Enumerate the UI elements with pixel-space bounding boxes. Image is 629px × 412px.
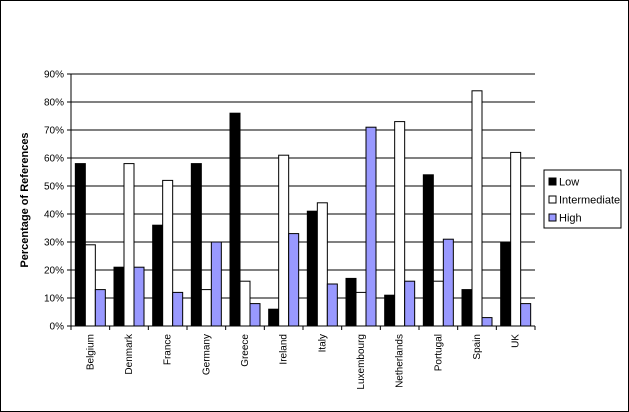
bar-low-belgium [74, 163, 86, 327]
bar-low-spain [461, 289, 473, 327]
bar-high-ireland [288, 233, 300, 327]
bar-high-netherlands [404, 280, 416, 327]
bar-intermediate-belgium [84, 244, 96, 327]
bar-low-ireland [268, 308, 280, 327]
gridlines [71, 73, 535, 299]
bar-low-netherlands [384, 294, 396, 327]
tick-labels: 0% 10% 20% 30% 40% 50% 60% 70% 80% 90% Belgium Denm… [44, 70, 522, 390]
bar-intermediate-germany [200, 289, 212, 327]
y-tick-label: 80% [44, 98, 64, 109]
axes [67, 73, 536, 330]
x-tick-label: Ireland [279, 334, 290, 365]
y-axis-label: Percentage of References [19, 132, 31, 267]
legend-swatch-intermediate [548, 195, 557, 204]
x-tick-label: Spain [472, 334, 483, 360]
bar-low-uk [500, 241, 512, 327]
y-tick-label: 90% [44, 70, 64, 81]
x-tick-label: Greece [240, 334, 251, 367]
x-tick-label: France [163, 334, 174, 366]
legend-label-high: High [559, 213, 582, 225]
bar-intermediate-greece [239, 280, 251, 327]
legend-swatch-low [548, 177, 557, 186]
legend-box [543, 169, 622, 229]
legend: Low Intermediate High [543, 169, 622, 229]
bar-low-france [152, 224, 164, 327]
bar-high-portugal [442, 238, 454, 327]
bar-intermediate-france [162, 179, 174, 327]
legend-label-intermediate: Intermediate [559, 195, 620, 207]
bar-low-luxembourg [345, 277, 357, 327]
x-tick-label: Germany [201, 334, 212, 375]
bar-low-italy [306, 210, 318, 327]
bar-high-germany [210, 241, 222, 327]
bars [74, 90, 532, 327]
x-tick-label: Luxembourg [356, 334, 367, 390]
bar-high-spain [481, 317, 493, 327]
legend-swatch-high [548, 213, 557, 222]
x-tick-label: Netherlands [395, 334, 406, 388]
bar-intermediate-ireland [278, 154, 290, 327]
y-tick-label: 30% [44, 238, 64, 249]
bar-intermediate-spain [471, 90, 483, 327]
y-tick-label: 50% [44, 182, 64, 193]
bar-high-luxembourg [365, 126, 377, 327]
bar-intermediate-denmark [123, 163, 135, 327]
bar-high-belgium [94, 289, 106, 327]
y-tick-label: 70% [44, 126, 64, 137]
bar-high-italy [326, 283, 338, 327]
x-tick-label: Belgium [85, 334, 96, 370]
bar-high-greece [249, 303, 261, 327]
bar-high-denmark [133, 266, 145, 327]
bar-low-germany [190, 163, 202, 327]
legend-label-low: Low [559, 177, 579, 189]
x-tick-label: UK [511, 334, 522, 348]
bar-intermediate-uk [510, 151, 522, 327]
bar-intermediate-portugal [432, 280, 444, 327]
bar-low-portugal [422, 174, 434, 327]
bar-high-uk [520, 303, 532, 327]
y-tick-label: 0% [50, 322, 65, 333]
bar-intermediate-luxembourg [355, 291, 367, 327]
bar-high-france [172, 291, 184, 327]
bar-intermediate-italy [316, 202, 328, 327]
x-tick-label: Denmark [124, 333, 135, 375]
bar-low-greece [229, 112, 241, 327]
bar-low-denmark [113, 266, 125, 327]
y-tick-label: 60% [44, 154, 64, 165]
y-tick-label: 10% [44, 294, 64, 305]
y-tick-label: 40% [44, 210, 64, 221]
y-tick-label: 20% [44, 266, 64, 277]
bar-intermediate-netherlands [394, 121, 406, 327]
x-tick-label: Portugal [433, 334, 444, 371]
x-tick-label: Italy [317, 334, 328, 352]
